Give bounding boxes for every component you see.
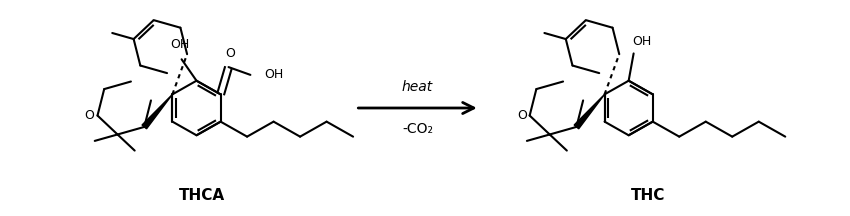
Text: OH: OH bbox=[264, 68, 284, 81]
Text: OH: OH bbox=[632, 35, 651, 48]
Text: O: O bbox=[85, 109, 94, 122]
Text: O: O bbox=[517, 109, 527, 122]
Text: -CO₂: -CO₂ bbox=[402, 122, 433, 137]
Text: OH: OH bbox=[170, 38, 190, 51]
Text: heat: heat bbox=[402, 79, 434, 94]
Polygon shape bbox=[574, 94, 604, 129]
Polygon shape bbox=[142, 94, 173, 129]
Text: O: O bbox=[225, 47, 235, 60]
Text: THC: THC bbox=[632, 189, 666, 203]
Text: THCA: THCA bbox=[178, 189, 224, 203]
